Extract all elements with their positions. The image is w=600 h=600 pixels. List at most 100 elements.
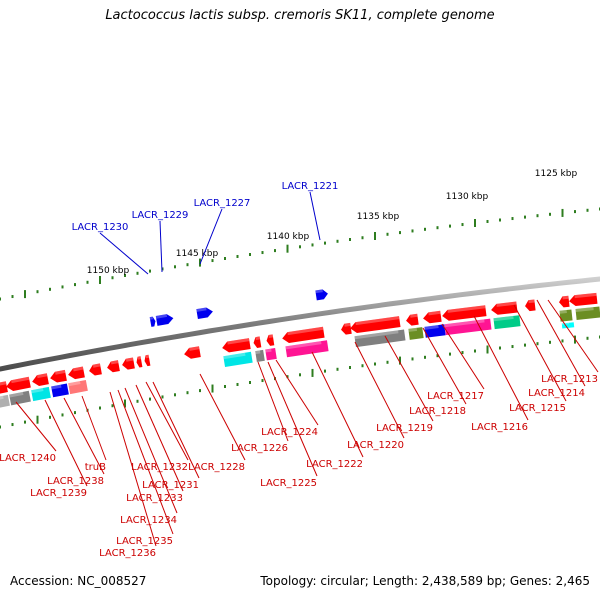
reverse-feature-14 — [9, 390, 31, 406]
tick-mark — [474, 219, 476, 227]
label-LACR_1240-leader — [15, 401, 57, 452]
kbp-label-1140: 1140 kbp — [267, 232, 310, 242]
tick-mark — [586, 336, 589, 340]
tick-mark — [249, 381, 251, 384]
reverse-gene-18 — [89, 363, 102, 376]
reverse-feature-6 — [354, 329, 406, 348]
label-LACR_1217: LACR_1217 — [427, 391, 484, 402]
reverse-gene-20 — [50, 369, 67, 383]
label-LACR_1233: LACR_1233 — [126, 493, 183, 504]
tick-mark — [524, 343, 526, 347]
tick-mark — [136, 399, 139, 403]
reverse-gene-8 — [341, 322, 352, 335]
tick-mark — [386, 360, 389, 364]
tick-mark — [124, 399, 126, 408]
label-LACR_1221: LACR_1221 — [282, 181, 339, 192]
tick-mark — [36, 290, 39, 294]
tick-mark — [411, 357, 414, 361]
tick-mark — [549, 212, 551, 216]
tick-mark — [49, 287, 51, 291]
tick-mark — [361, 236, 364, 240]
label-LACR_1225: LACR_1225 — [260, 478, 317, 489]
reverse-gene-15 — [136, 356, 143, 368]
tick-mark — [586, 208, 589, 212]
reverse-gene-5 — [423, 310, 442, 324]
tick-mark — [249, 253, 251, 256]
label-LACR_1235: LACR_1235 — [116, 536, 173, 547]
kbp-label-1145: 1145 kbp — [176, 249, 219, 259]
label-LACR_1227-leader — [199, 208, 223, 265]
tick-mark — [224, 385, 226, 388]
label-LACR_1231-leader — [152, 381, 200, 479]
tick-mark — [411, 229, 414, 233]
label-LACR_1222: LACR_1222 — [306, 459, 363, 470]
tick-mark — [324, 241, 326, 245]
tick-mark — [161, 395, 164, 399]
tick-mark — [549, 340, 551, 344]
reverse-feature-11 — [68, 379, 88, 395]
tick-mark — [524, 215, 526, 219]
label-LACR_1226-leader — [257, 361, 289, 442]
tick-mark — [461, 223, 464, 227]
label-LACR_1213: LACR_1213 — [541, 374, 598, 385]
label-LACR_1230: LACR_1230 — [72, 222, 129, 233]
reverse-feature-13 — [31, 386, 51, 402]
reverse-feature-0 — [575, 306, 600, 320]
label-LACR_1239: LACR_1239 — [30, 488, 87, 499]
map-title: Lactococcus lactis subsp. cremoris SK11,… — [105, 8, 495, 23]
tick-mark — [336, 239, 339, 243]
tick-mark — [136, 271, 139, 275]
tick-mark — [99, 406, 101, 410]
tick-mark — [424, 355, 426, 359]
label-LACR_1215-leader — [513, 304, 567, 402]
reverse-gene-3 — [491, 301, 518, 315]
label-LACR_1221-leader — [309, 191, 321, 241]
tick-mark — [374, 362, 376, 366]
reverse-gene-9 — [282, 326, 325, 344]
tick-mark — [174, 265, 176, 269]
reverse-gene-10 — [266, 334, 275, 346]
label-truB: truB — [85, 462, 106, 473]
tick-mark — [236, 254, 239, 258]
label-LACR_1231: LACR_1231 — [142, 480, 199, 491]
tick-mark — [486, 219, 489, 223]
reverse-gene-21 — [32, 373, 49, 386]
tick-mark — [174, 393, 176, 397]
tick-mark — [499, 218, 501, 222]
tick-mark — [149, 269, 151, 273]
reverse-feature-2 — [493, 315, 521, 330]
tick-mark — [149, 397, 151, 401]
tick-mark — [311, 243, 314, 247]
tick-mark — [449, 224, 451, 228]
label-LACR_1216-leader — [473, 315, 529, 421]
label-LACR_1236: LACR_1236 — [99, 548, 156, 559]
tick-mark — [386, 232, 389, 236]
tick-mark — [186, 391, 189, 395]
tick-mark — [61, 285, 64, 289]
tick-mark — [511, 217, 514, 221]
label-LACR_1227: LACR_1227 — [194, 198, 251, 209]
forward-gene-LACR_1230 — [149, 316, 156, 327]
kbp-label-1150: 1150 kbp — [87, 266, 130, 276]
tick-mark — [436, 354, 439, 358]
tick-mark — [161, 267, 164, 271]
tick-mark — [424, 227, 426, 231]
genome-summary-text: Topology: circular; Length: 2,438,589 bp… — [260, 574, 590, 588]
tick-mark — [199, 258, 201, 267]
tick-mark — [311, 368, 314, 377]
tick-mark — [561, 339, 564, 343]
reverse-gene-2 — [525, 299, 536, 312]
tick-mark — [574, 210, 576, 214]
tick-mark — [111, 404, 114, 408]
label-LACR_1218: LACR_1218 — [409, 406, 466, 417]
genome-backbone — [0, 276, 600, 372]
tick-mark — [349, 366, 351, 369]
reverse-gene-1 — [559, 295, 570, 308]
label-LACR_1229-leader — [159, 220, 163, 273]
tick-mark — [211, 259, 214, 263]
label-LACR_1215: LACR_1215 — [509, 403, 566, 414]
backbone-line — [0, 276, 600, 372]
tick-mark — [449, 352, 451, 356]
label-LACR_1220: LACR_1220 — [347, 440, 404, 451]
tick-mark — [99, 276, 101, 284]
